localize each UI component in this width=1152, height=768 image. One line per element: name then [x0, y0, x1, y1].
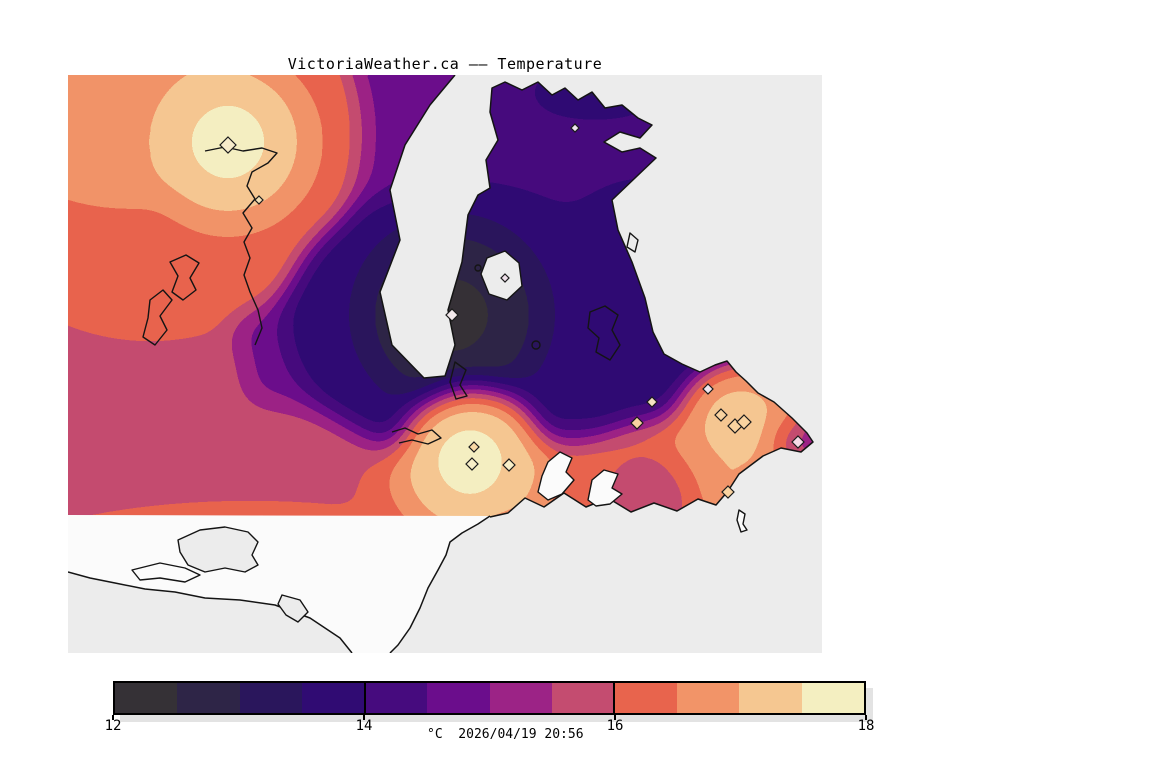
colorbar-tick-line [363, 683, 366, 713]
colorbar-segment [801, 683, 865, 713]
colorbar [113, 681, 866, 715]
colorbar-segment [739, 683, 802, 713]
station-marker [736, 414, 752, 430]
station-markers [219, 123, 805, 499]
station-marker [570, 123, 580, 133]
colorbar-tick-stub [112, 715, 114, 720]
colorbar-segment [551, 683, 615, 713]
colorbar-segment [676, 683, 740, 713]
station-marker [468, 441, 480, 453]
station-marker [714, 408, 728, 422]
station-marker [465, 457, 479, 471]
station-marker [254, 195, 264, 205]
station-marker [500, 273, 510, 283]
station-marker [445, 308, 459, 322]
station-marker [502, 458, 516, 472]
colorbar-segment [302, 683, 365, 713]
colorbar-segment [614, 683, 677, 713]
station-marker [646, 396, 658, 408]
colorbar-segment [364, 683, 428, 713]
harbour-shapes [537, 451, 748, 533]
station-marker [791, 435, 805, 449]
station-marker [721, 485, 735, 499]
colorbar-segment [427, 683, 490, 713]
coastline-brentwood-bay [480, 250, 523, 301]
colorbar-caption: °C 2026/04/19 20:56 [427, 727, 584, 742]
station-marker [702, 383, 714, 395]
island-outlines [142, 146, 639, 445]
sooke-basin [131, 526, 309, 623]
colorbar-tick-line [613, 683, 616, 713]
coastline-south [68, 515, 491, 653]
colorbar-tick-label: 12 [104, 718, 122, 734]
colorbar-segment [115, 683, 178, 713]
colorbar-segment [239, 683, 303, 713]
station-marker [630, 416, 644, 430]
colorbar-segment [489, 683, 552, 713]
station-marker [219, 136, 237, 154]
temperature-map [68, 75, 822, 653]
land-south [68, 515, 490, 653]
colorbar-segment [177, 683, 240, 713]
page-title: VictoriaWeather.ca —— Temperature [287, 55, 603, 73]
